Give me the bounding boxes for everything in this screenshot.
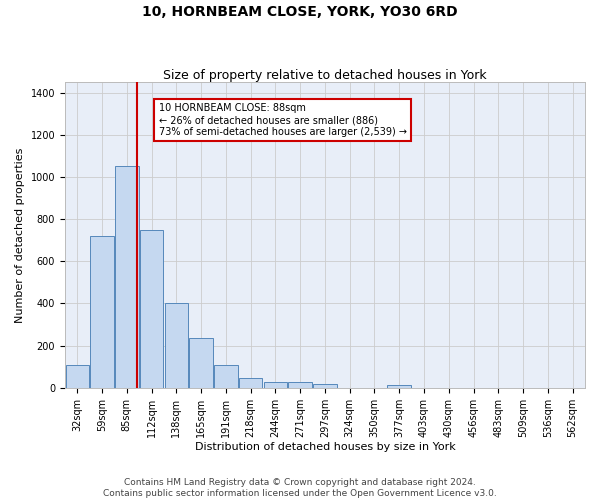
Text: 10 HORNBEAM CLOSE: 88sqm
← 26% of detached houses are smaller (886)
73% of semi-: 10 HORNBEAM CLOSE: 88sqm ← 26% of detach…: [158, 104, 407, 136]
Bar: [140, 230, 163, 388]
Bar: [190, 338, 213, 388]
Bar: [65, 364, 89, 388]
Bar: [239, 378, 262, 388]
Bar: [313, 384, 337, 388]
Y-axis label: Number of detached properties: Number of detached properties: [15, 147, 25, 322]
Text: 10, HORNBEAM CLOSE, YORK, YO30 6RD: 10, HORNBEAM CLOSE, YORK, YO30 6RD: [142, 5, 458, 19]
Title: Size of property relative to detached houses in York: Size of property relative to detached ho…: [163, 69, 487, 82]
Bar: [115, 166, 139, 388]
Bar: [90, 236, 114, 388]
Bar: [388, 384, 411, 388]
Bar: [164, 304, 188, 388]
Bar: [289, 382, 312, 388]
X-axis label: Distribution of detached houses by size in York: Distribution of detached houses by size …: [194, 442, 455, 452]
Bar: [263, 382, 287, 388]
Text: Contains HM Land Registry data © Crown copyright and database right 2024.
Contai: Contains HM Land Registry data © Crown c…: [103, 478, 497, 498]
Bar: [214, 364, 238, 388]
